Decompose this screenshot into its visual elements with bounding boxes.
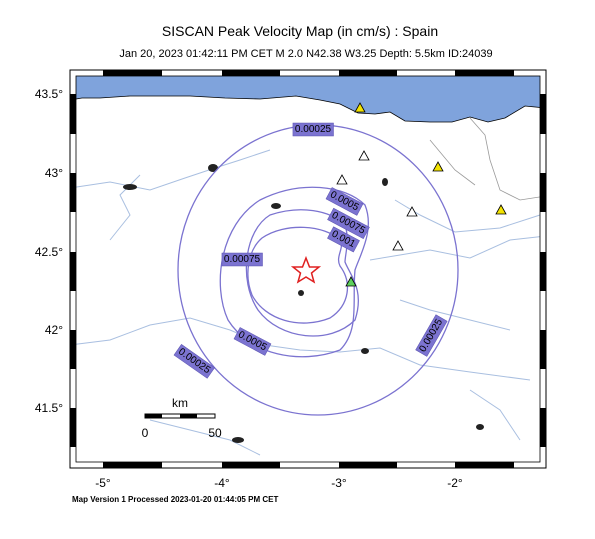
frame-segment: [540, 212, 546, 252]
borders: [429, 117, 547, 201]
y-tick-label: 43°: [45, 166, 63, 180]
frame-segment: [280, 462, 339, 468]
frame-segment: [455, 462, 514, 468]
x-tick-label: -4°: [214, 476, 230, 490]
frame-segment: [540, 70, 546, 94]
frame-segment: [540, 173, 546, 212]
subtitle: Jan 20, 2023 01:42:11 PM CET M 2.0 N42.3…: [119, 48, 492, 60]
frame-segment: [70, 330, 76, 369]
frame-segment: [70, 94, 76, 134]
frame-segment: [70, 134, 76, 173]
frame-segment: [70, 70, 76, 94]
contour-label-bg: [221, 252, 263, 267]
contour-label: 0.00075: [221, 252, 263, 267]
stations: [336, 102, 507, 287]
frame-segment: [540, 252, 546, 291]
rivers: [69, 149, 547, 456]
frame-segment: [162, 462, 222, 468]
frame-segment: [339, 70, 397, 76]
frame-segment: [514, 70, 546, 76]
frame-segment: [540, 94, 546, 134]
axis-labels: -5° -4° -3° -2° 43.5° 43° 42.5° 42° 41.5°: [35, 87, 463, 490]
frame-segment: [540, 408, 546, 447]
x-tick-label: -2°: [447, 476, 463, 490]
contour-label-text: 0.00075: [224, 254, 261, 265]
frame-segment: [540, 447, 546, 468]
frame-segment: [70, 212, 76, 252]
frame-segment: [397, 462, 455, 468]
frame-segment: [514, 462, 546, 468]
title: SISCAN Peak Velocity Map (in cm/s) : Spa…: [162, 23, 438, 39]
frame-segment: [222, 462, 280, 468]
frame-segment: [280, 70, 339, 76]
frame-segment: [70, 252, 76, 291]
contour-label-bg: [173, 344, 216, 379]
y-tick-label: 42°: [45, 323, 63, 337]
scale-label: 50: [208, 426, 222, 440]
frame-segment: [397, 70, 455, 76]
map-frame: [69, 69, 547, 469]
frame-segment: [70, 173, 76, 212]
sea: [69, 69, 547, 123]
x-tick-label: -5°: [95, 476, 111, 490]
frame-segment: [103, 462, 162, 468]
contour-label-bg: [233, 327, 272, 356]
frame-segment: [540, 134, 546, 173]
x-tick-label: -3°: [331, 476, 347, 490]
contour-label-bg: [292, 122, 334, 137]
contour-label: 0.00025: [292, 122, 334, 137]
y-tick-label: 42.5°: [35, 245, 63, 259]
frame-segment: [222, 70, 280, 76]
frame-inner: [75, 75, 541, 463]
frame-segment: [455, 70, 514, 76]
lakes: [123, 164, 484, 443]
scale-label: 0: [142, 426, 149, 440]
frame-segment: [70, 447, 76, 468]
frame-segment: [70, 70, 103, 76]
contour-label-text: 0.00025: [295, 124, 332, 135]
land: [70, 70, 546, 468]
contour-label-bg: [327, 207, 370, 240]
frame-segment: [70, 369, 76, 408]
epicenter: [290, 255, 322, 284]
frame-segment: [103, 70, 162, 76]
frame-segment: [70, 462, 103, 468]
frame-segment: [70, 291, 76, 330]
map: 0.000250.00050.000750.0010.000750.00050.…: [69, 69, 547, 469]
frame-segment: [540, 369, 546, 408]
frame-outline: [69, 69, 547, 469]
scale-bar: km 0 50: [142, 396, 222, 440]
frame-segment: [540, 330, 546, 369]
y-tick-label: 41.5°: [35, 401, 63, 415]
frame-segment: [540, 291, 546, 330]
contour-label-bg: [325, 187, 364, 216]
contour-label-bg: [327, 226, 360, 253]
contour-label-bg: [415, 314, 448, 357]
scale-unit: km: [172, 396, 188, 410]
frame-segment: [162, 70, 222, 76]
frame-segment: [339, 462, 397, 468]
y-tick-label: 43.5°: [35, 87, 63, 101]
footer: Map Version 1 Processed 2023-01-20 01:44…: [72, 495, 278, 504]
frame-segment: [70, 408, 76, 447]
